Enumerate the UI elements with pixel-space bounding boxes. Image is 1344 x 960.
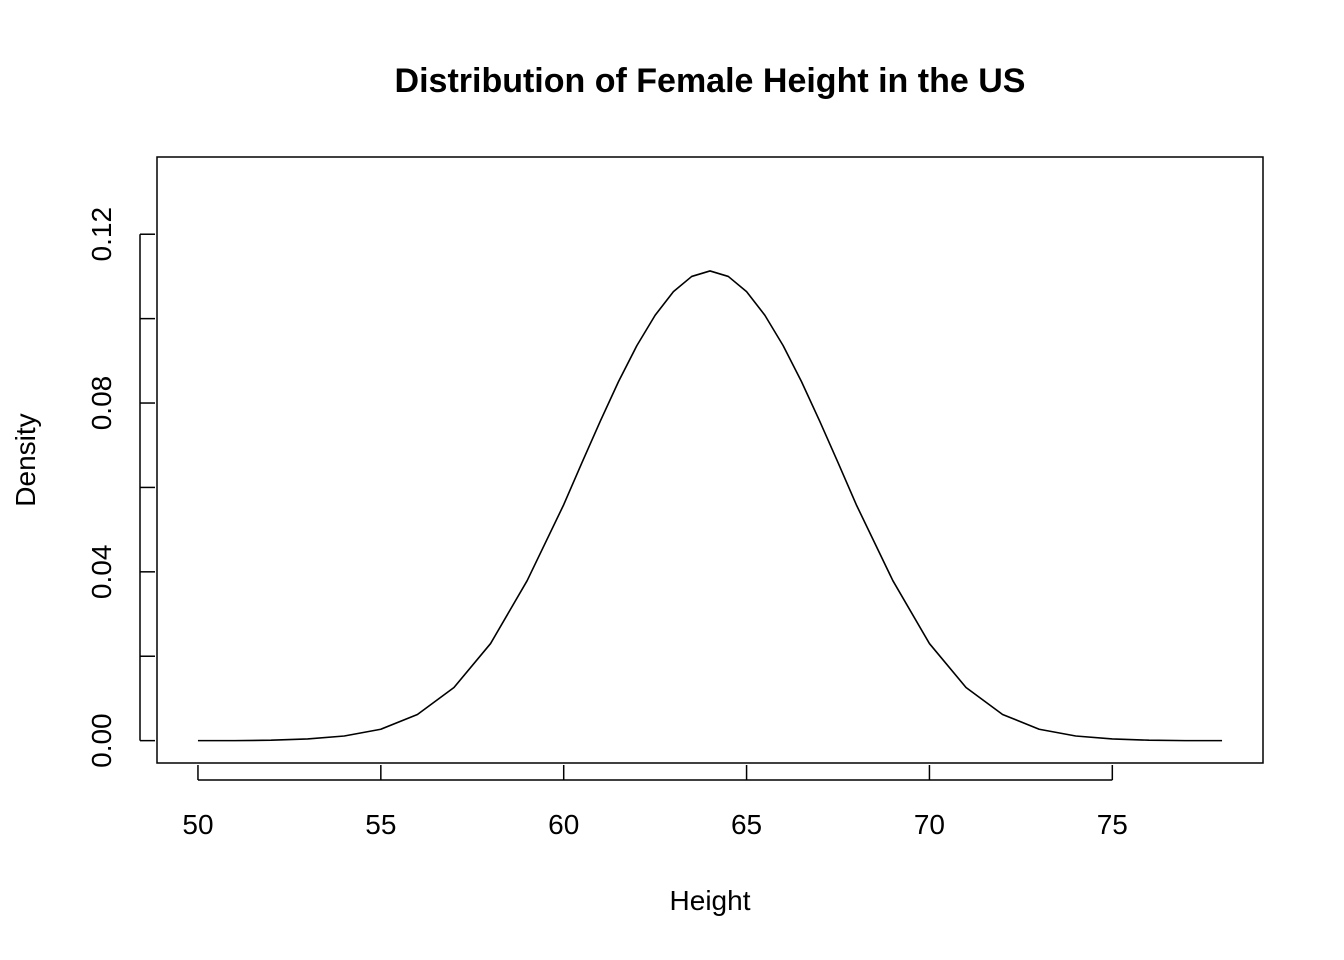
x-tick-label: 65 bbox=[731, 809, 762, 840]
x-tick-label: 55 bbox=[365, 809, 396, 840]
density-curve bbox=[197, 270, 1223, 742]
y-tick-label: 0.12 bbox=[86, 207, 117, 262]
x-tick-label: 50 bbox=[182, 809, 213, 840]
y-tick-label: 0.08 bbox=[86, 376, 117, 431]
x-axis-title: Height bbox=[670, 885, 751, 916]
x-axis: 50 55 60 65 70 75 bbox=[182, 765, 1128, 840]
chart-title: Distribution of Female Height in the US bbox=[395, 62, 1026, 100]
series-layer bbox=[197, 270, 1223, 742]
y-tick-label: 0.04 bbox=[86, 545, 117, 600]
x-tick-label: 60 bbox=[548, 809, 579, 840]
y-axis-title: Density bbox=[10, 413, 41, 506]
plot-frame bbox=[156, 156, 1264, 764]
x-tick-label: 70 bbox=[914, 809, 945, 840]
x-tick-label: 75 bbox=[1097, 809, 1128, 840]
y-tick-label: 0.00 bbox=[86, 713, 117, 768]
y-axis: 0.00 0.04 0.08 0.12 bbox=[86, 207, 155, 768]
